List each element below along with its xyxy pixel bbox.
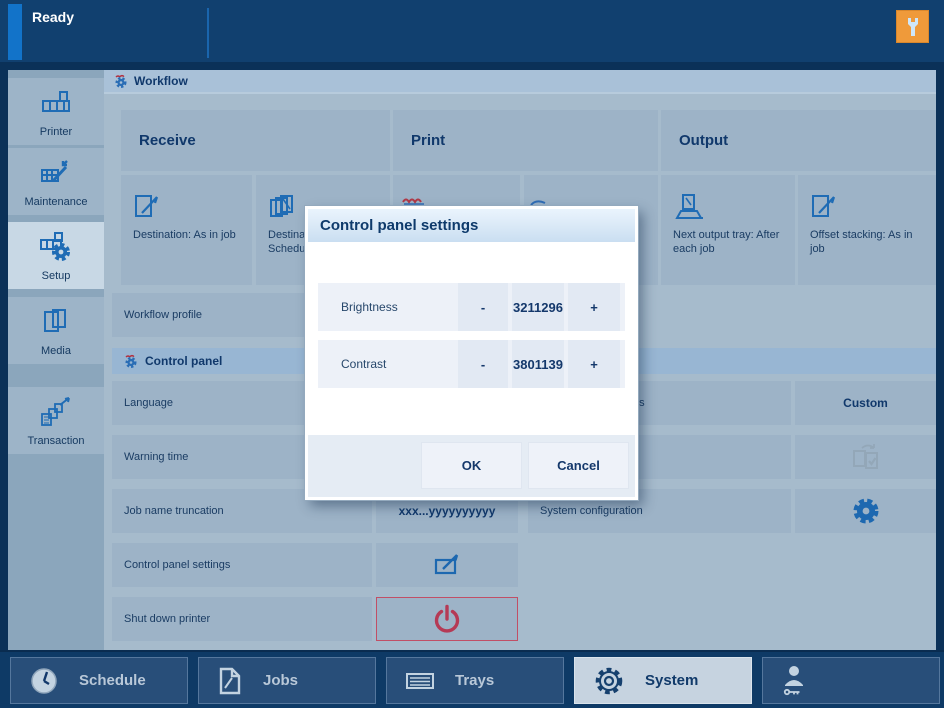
taskbar: Schedule Jobs Trays [0, 650, 944, 708]
system-configuration-button[interactable] [795, 489, 936, 533]
tile-label: Offset stacking: As in job [810, 229, 913, 255]
contrast-increase-button[interactable]: + [568, 340, 620, 388]
workflow-header: Workflow [104, 70, 936, 94]
workflow-title: Workflow [134, 74, 188, 88]
user-key-icon [781, 664, 809, 698]
power-icon [430, 603, 464, 635]
tab-schedule[interactable]: Schedule [10, 657, 188, 704]
tab-trays[interactable]: Trays [386, 657, 564, 704]
custom-button[interactable]: Custom [795, 381, 936, 425]
contrast-value: 3801139 [512, 340, 564, 388]
shut-down-printer-label: Shut down printer [112, 597, 372, 641]
system-configuration-label: System configuration [528, 489, 791, 533]
status-bar: Ready [0, 0, 944, 62]
sidebar-item-transaction[interactable]: Transaction [8, 387, 104, 454]
partial-icon-blue [530, 200, 548, 206]
tile-label: Destination: As in job [133, 229, 236, 241]
sidebar-item-label: Maintenance [24, 196, 88, 208]
clock-icon [29, 666, 59, 696]
setup-icon [38, 222, 74, 270]
sidebar-item-maintenance[interactable]: Maintenance [8, 148, 104, 215]
tile-destination-as-in-job[interactable]: Destination: As in job [121, 175, 252, 285]
tab-jobs[interactable]: Jobs [198, 657, 376, 704]
workflow-icon [114, 74, 128, 88]
sidebar-item-label: Media [41, 345, 71, 357]
media-icon [40, 297, 72, 345]
stacked-docs-icon [268, 193, 380, 221]
sidebar-item-setup[interactable]: Setup [8, 222, 104, 289]
divider [207, 8, 209, 58]
column-header-output: Output [661, 110, 936, 171]
brightness-label: Brightness [341, 300, 398, 314]
brightness-row: Brightness - 3211296 + [318, 283, 625, 331]
tile-label: Next output tray: After each job [673, 229, 780, 255]
brightness-decrease-button[interactable]: - [458, 283, 508, 331]
contrast-decrease-button[interactable]: - [458, 340, 508, 388]
control-panel-settings-label: Control panel settings [112, 543, 372, 587]
shut-down-printer-button[interactable] [376, 597, 518, 641]
sidebar-item-media[interactable]: Media [8, 297, 104, 364]
status-text: Ready [32, 9, 75, 25]
control-panel-icon [124, 354, 138, 368]
contrast-label: Contrast [341, 357, 387, 371]
control-panel-settings-dialog: Control panel settings Brightness - 3211… [305, 206, 638, 500]
gear-icon [850, 495, 882, 527]
service-tools-button[interactable] [896, 10, 929, 43]
output-tray-icon [673, 193, 785, 221]
dialog-title: Control panel settings [320, 217, 479, 234]
trays-icon [405, 668, 435, 694]
job-name-truncation-label: Job name truncation [112, 489, 372, 533]
copy-disabled-button[interactable] [795, 435, 936, 479]
tab-system[interactable]: System [574, 657, 752, 704]
sidebar-item-label: Transaction [27, 435, 85, 447]
status-indicator [8, 4, 22, 60]
ok-button[interactable]: OK [421, 442, 522, 489]
dialog-header: Control panel settings [308, 209, 635, 242]
sidebar-item-label: Setup [41, 270, 71, 282]
tile-offset-stacking[interactable]: Offset stacking: As in job [798, 175, 936, 285]
brightness-increase-button[interactable]: + [568, 283, 620, 331]
column-header-print: Print [393, 110, 658, 171]
sidebar-item-label: Printer [39, 126, 73, 138]
cancel-button[interactable]: Cancel [528, 442, 629, 489]
control-panel-settings-button[interactable] [376, 543, 518, 587]
doc-edit-icon [810, 193, 926, 221]
column-header-receive: Receive [121, 110, 390, 171]
dialog-footer: OK Cancel [308, 435, 635, 497]
contrast-row: Contrast - 3801139 + [318, 340, 625, 388]
printer-icon [39, 78, 73, 126]
overflow-dots[interactable]: ... [916, 374, 929, 386]
doc-edit-icon [133, 193, 242, 221]
brightness-value: 3211296 [512, 283, 564, 331]
maintenance-icon [39, 148, 73, 196]
tab-user-login[interactable] [762, 657, 940, 704]
sidebar-item-printer[interactable]: Printer [8, 78, 104, 145]
system-gear-icon [593, 665, 625, 697]
partial-icon-red [401, 196, 429, 205]
control-panel-title: Control panel [145, 354, 223, 368]
sidebar: Printer Maintenance [8, 70, 104, 650]
copy-disabled-icon [851, 442, 881, 472]
wrench-icon [902, 16, 924, 38]
tile-next-output-tray[interactable]: Next output tray: After each job [661, 175, 795, 285]
transaction-icon [39, 387, 73, 435]
jobs-icon [217, 666, 243, 696]
edit-icon [433, 552, 461, 578]
